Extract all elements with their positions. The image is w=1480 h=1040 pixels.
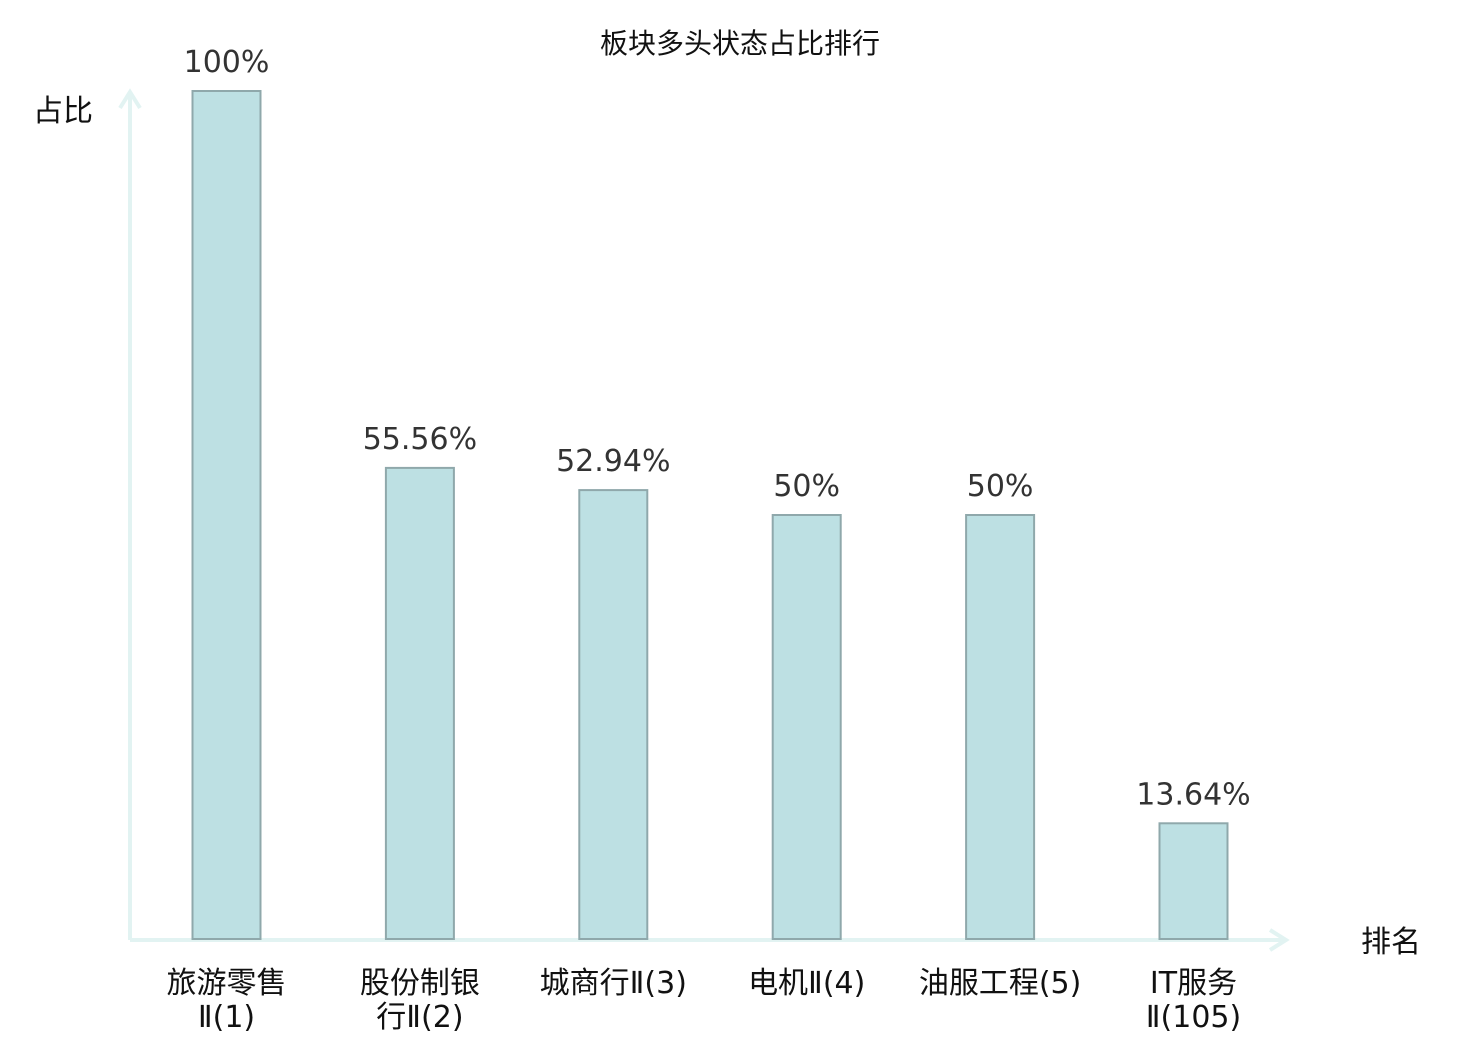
value-label-1: 100%	[184, 45, 270, 80]
value-label-2: 55.56%	[363, 422, 477, 457]
bar-5	[965, 514, 1036, 940]
bar-1	[191, 90, 262, 940]
category-label-5-line-1: 油服工程(5)	[919, 966, 1082, 1001]
bar-2	[384, 466, 455, 940]
value-label-6: 13.64%	[1136, 777, 1250, 812]
value-label-4: 50%	[773, 469, 840, 504]
category-label-2-line-1: 股份制银	[360, 966, 480, 1001]
x-axis	[130, 928, 1290, 952]
value-label-group: 100% 55.56% 52.94% 50% 50% 13.64%	[184, 45, 1251, 812]
y-axis	[118, 88, 142, 940]
category-label-2-line-2: 行Ⅱ(2)	[376, 1000, 463, 1035]
x-axis-label: 排名	[1361, 925, 1421, 960]
y-axis-label: 占比	[33, 94, 93, 129]
category-label-4-line-1: 电机Ⅱ(4)	[748, 966, 865, 1001]
category-label-6-line-1: IT服务	[1150, 966, 1237, 1001]
category-label-1-line-1: 旅游零售	[167, 966, 287, 1001]
value-label-5: 50%	[967, 469, 1034, 504]
category-label-3-line-1: 城商行Ⅱ(3)	[540, 966, 687, 1001]
bar-group	[191, 90, 1229, 940]
chart-title: 板块多头状态占比排行	[600, 27, 880, 60]
category-label-6-line-2: Ⅱ(105)	[1146, 1000, 1241, 1035]
bar-3	[578, 489, 649, 940]
bar-4	[771, 514, 842, 940]
category-label-1-line-2: Ⅱ(1)	[198, 1000, 255, 1035]
bar-6	[1158, 822, 1229, 940]
value-label-3: 52.94%	[556, 444, 670, 479]
